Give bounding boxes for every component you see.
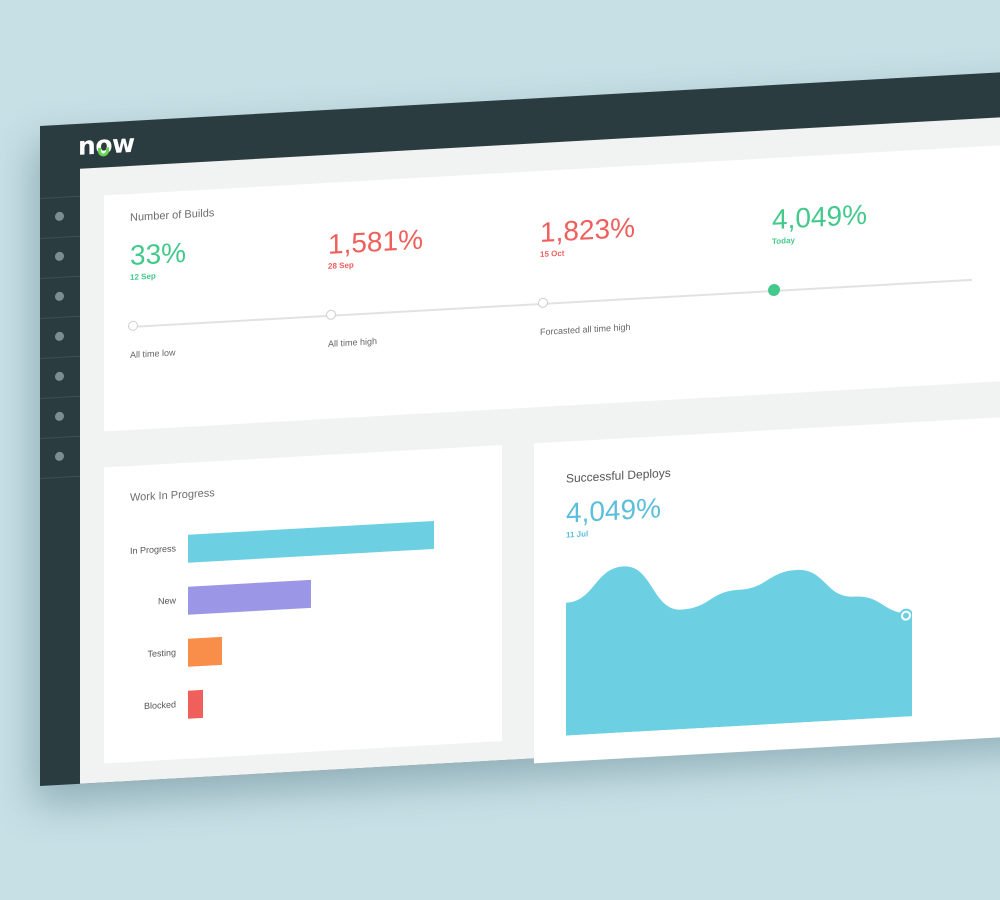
work-in-progress-card: Work In Progress In Progress New Testing Bl… xyxy=(104,445,502,764)
timeline-point-today[interactable] xyxy=(768,283,780,297)
successful-deploys-card: Successful Deploys 4,049% 11 Jul xyxy=(534,408,1000,764)
sidebar-item-3[interactable] xyxy=(40,275,80,318)
deploys-area-chart xyxy=(566,566,912,736)
sidebar-item-2[interactable] xyxy=(40,235,80,278)
metric-date: 12 Sep xyxy=(130,271,156,282)
bar[interactable] xyxy=(188,636,222,667)
metric-all-time-high: 1,581% 28 Sep xyxy=(328,224,423,271)
timeline-label: All time high xyxy=(328,336,378,349)
bar-label: Blocked xyxy=(143,699,176,712)
app-window: now Number of Builds 33% 12 Sep 1,581% 2… xyxy=(40,64,1000,787)
deploys-metric: 4,049% 11 Jul xyxy=(566,492,661,539)
area-series xyxy=(566,566,912,736)
builds-title: Number of Builds xyxy=(130,207,215,224)
metric-value: 33% xyxy=(130,236,187,271)
sidebar-item-7[interactable] xyxy=(40,435,80,479)
timeline-point-2[interactable] xyxy=(326,309,336,321)
bar[interactable] xyxy=(188,689,203,719)
metric-all-time-low: 33% 12 Sep xyxy=(130,237,186,282)
metric-forecast-high: 1,823% 15 Oct xyxy=(540,212,635,259)
nav-dot-icon xyxy=(55,291,64,302)
timeline-track xyxy=(132,278,972,328)
nav-dot-icon xyxy=(55,211,64,222)
sidebar-item-6[interactable] xyxy=(40,395,80,438)
builds-card: Number of Builds 33% 12 Sep 1,581% 28 Se… xyxy=(104,137,1000,432)
bar[interactable] xyxy=(188,579,311,615)
bar-label: New xyxy=(157,595,176,607)
timeline-point-3[interactable] xyxy=(538,297,548,309)
nav-dot-icon xyxy=(55,451,64,462)
sidebar-item-4[interactable] xyxy=(40,315,80,358)
bar-label: Testing xyxy=(147,647,176,659)
wip-bar-chart: In Progress New Testing Blocked xyxy=(104,445,502,719)
metric-value: 1,581% xyxy=(328,223,423,260)
logo-o-mark: o xyxy=(95,129,112,160)
dashboard-content: Number of Builds 33% 12 Sep 1,581% 28 Se… xyxy=(80,109,1000,784)
timeline-label: Forcasted all time high xyxy=(540,321,631,338)
timeline-label: All time low xyxy=(130,347,176,360)
deploys-value: 4,049% xyxy=(566,492,661,529)
metric-value: 4,049% xyxy=(772,198,867,236)
nav-dot-icon xyxy=(55,411,64,422)
area-endpoint-dot xyxy=(903,612,909,619)
nav-dot-icon xyxy=(55,371,64,382)
sidebar xyxy=(40,195,80,479)
timeline-point-1[interactable] xyxy=(128,320,138,332)
bar-row: In Progress xyxy=(104,517,502,567)
wip-title: Work In Progress xyxy=(130,487,215,504)
metric-today: 4,049% Today xyxy=(772,199,867,246)
bar[interactable] xyxy=(188,520,434,563)
sidebar-item-5[interactable] xyxy=(40,355,80,398)
nav-dot-icon xyxy=(55,251,64,262)
deploys-title: Successful Deploys xyxy=(566,465,671,486)
sidebar-item-1[interactable] xyxy=(40,195,80,238)
metric-value: 1,823% xyxy=(540,211,635,249)
bar-row: New xyxy=(104,569,502,619)
bar-row: Blocked xyxy=(104,673,502,723)
nav-dot-icon xyxy=(55,331,64,342)
bar-label: In Progress xyxy=(129,543,176,556)
now-logo: now xyxy=(78,128,135,161)
bar-row: Testing xyxy=(104,621,502,671)
